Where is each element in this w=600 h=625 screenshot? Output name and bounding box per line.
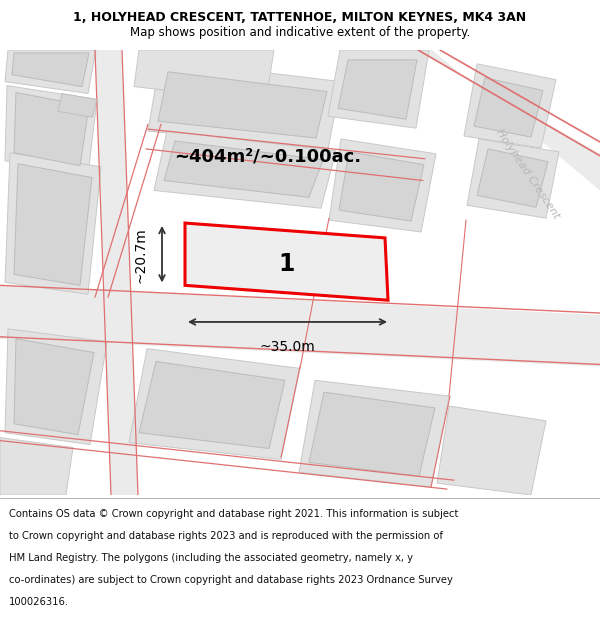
- Polygon shape: [14, 339, 94, 434]
- Polygon shape: [329, 139, 436, 232]
- Text: ~404m²/~0.100ac.: ~404m²/~0.100ac.: [175, 148, 362, 166]
- Polygon shape: [464, 64, 556, 148]
- Text: ~35.0m: ~35.0m: [259, 340, 315, 354]
- Polygon shape: [309, 392, 435, 476]
- Text: 1, HOLYHEAD CRESCENT, TATTENHOE, MILTON KEYNES, MK4 3AN: 1, HOLYHEAD CRESCENT, TATTENHOE, MILTON …: [73, 11, 527, 24]
- Text: Holyhead Crescent: Holyhead Crescent: [494, 127, 562, 220]
- Polygon shape: [14, 92, 89, 166]
- Polygon shape: [328, 50, 429, 128]
- Polygon shape: [5, 50, 96, 94]
- Polygon shape: [139, 361, 285, 449]
- Polygon shape: [437, 406, 546, 495]
- Polygon shape: [467, 139, 559, 218]
- Polygon shape: [14, 164, 92, 286]
- Text: 100026316.: 100026316.: [9, 597, 69, 607]
- Polygon shape: [299, 380, 449, 487]
- Polygon shape: [148, 60, 341, 149]
- Polygon shape: [5, 329, 107, 444]
- Polygon shape: [5, 153, 101, 294]
- Text: 1: 1: [279, 252, 295, 276]
- Text: Contains OS data © Crown copyright and database right 2021. This information is : Contains OS data © Crown copyright and d…: [9, 509, 458, 519]
- Text: co-ordinates) are subject to Crown copyright and database rights 2023 Ordnance S: co-ordinates) are subject to Crown copyr…: [9, 575, 453, 585]
- Polygon shape: [185, 223, 388, 300]
- Polygon shape: [418, 50, 600, 191]
- Polygon shape: [339, 152, 424, 221]
- Text: to Crown copyright and database rights 2023 and is reproduced with the permissio: to Crown copyright and database rights 2…: [9, 531, 443, 541]
- Polygon shape: [164, 141, 323, 198]
- Polygon shape: [58, 94, 97, 118]
- Polygon shape: [154, 131, 336, 208]
- Polygon shape: [95, 50, 138, 495]
- Polygon shape: [477, 149, 548, 208]
- Polygon shape: [158, 72, 327, 138]
- Polygon shape: [338, 60, 417, 119]
- Polygon shape: [129, 349, 300, 459]
- Polygon shape: [474, 78, 543, 137]
- Text: HM Land Registry. The polygons (including the associated geometry, namely x, y: HM Land Registry. The polygons (includin…: [9, 553, 413, 563]
- Polygon shape: [134, 50, 274, 101]
- Text: Map shows position and indicative extent of the property.: Map shows position and indicative extent…: [130, 26, 470, 39]
- Polygon shape: [12, 53, 89, 87]
- Polygon shape: [0, 438, 73, 495]
- Polygon shape: [0, 286, 600, 366]
- Polygon shape: [5, 86, 97, 174]
- Text: ~20.7m: ~20.7m: [133, 227, 147, 282]
